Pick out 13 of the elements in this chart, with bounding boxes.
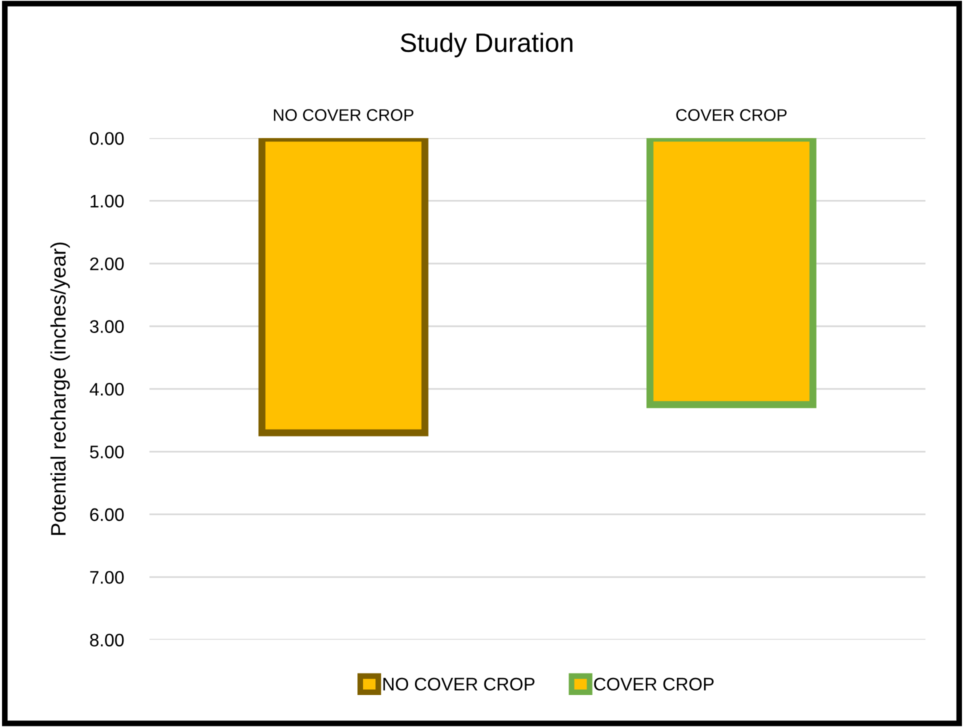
legend-label: COVER CROP [594,678,714,691]
y-tick-label: 3.00 [90,320,124,333]
y-tick-label: 6.00 [90,508,124,522]
y-tick-label: 7.00 [90,570,124,584]
y-tick-label: 4.00 [90,382,124,396]
y-tick-label: 1.00 [90,194,124,208]
y-tick-label: 5.00 [90,446,124,458]
legend-label: NO COVER CROP [383,678,534,691]
y-tick-label: 2.00 [90,257,124,270]
y-axis-title: Potential recharge (inches/year) [50,242,70,535]
chart-title: Study Duration [400,32,572,58]
y-tick-label: 0.00 [90,132,124,145]
y-tick-label: 8.00 [90,634,124,646]
